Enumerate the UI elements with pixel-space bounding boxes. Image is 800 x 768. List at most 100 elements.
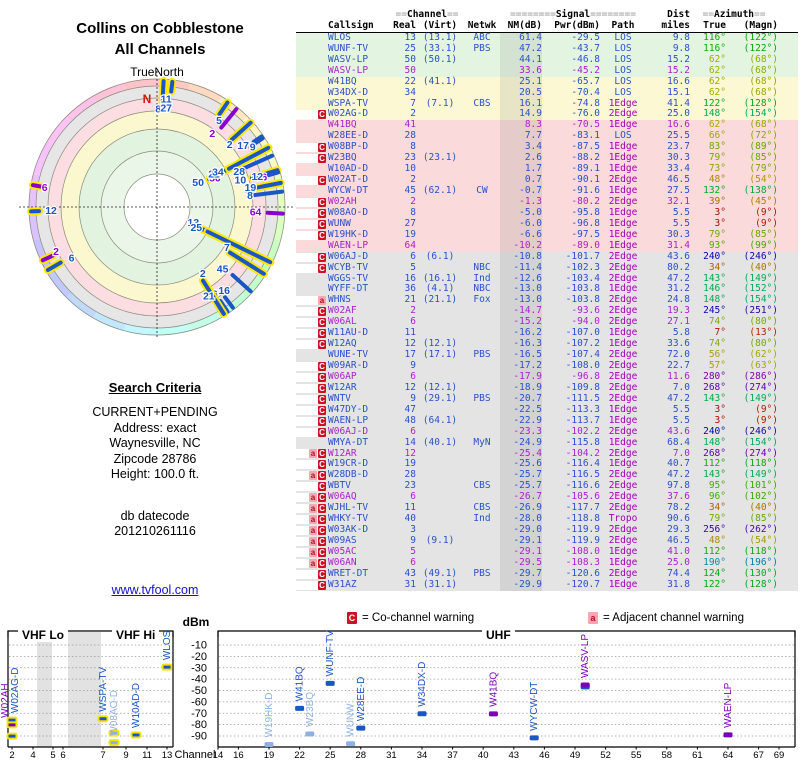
cell-noise-margin: -28.0 [500, 513, 542, 526]
cell-virtual-channel: (13.1) [422, 31, 458, 43]
signal-bar-label: W02AH [0, 683, 11, 717]
cell-path: 2Edge [608, 108, 638, 120]
cell-callsign: W06AP [328, 370, 357, 382]
cell-path: 2Edge [608, 491, 638, 503]
cell-callsign: W23BQ [328, 152, 357, 164]
cell-power: -102.3 [565, 261, 600, 273]
warning-markers: C [296, 263, 326, 273]
table-row: WUNF-TV 25 (33.1) PBS 47.2 -43.7 LOS 9.8 116° (12… [296, 42, 798, 55]
station-marker-label: 6 [42, 182, 48, 194]
vhf-lo-label: VHF Lo [18, 628, 68, 642]
cell-callsign: W09AR-D [328, 360, 369, 371]
station-marker [230, 273, 253, 294]
table-row: C WUNW 27 -6.0 -96.8 1Edge 5.5 3° (9°) [296, 217, 798, 230]
cell-azimuth-magnetic: (101°) [743, 480, 778, 492]
cell-callsign: WASV-LP [328, 64, 369, 76]
station-marker-label: 19 [245, 182, 257, 194]
cell-path: 1Edge [608, 217, 638, 229]
cell-azimuth-magnetic: (13°) [749, 327, 778, 339]
cell-real-channel: 9 [410, 392, 416, 404]
cell-azimuth-magnetic: (128°) [743, 97, 778, 109]
cell-noise-margin: 20.5 [500, 87, 542, 99]
table-row: C W09AR-D 9 -17.2 -108.0 2Edge 22.7 57° (63°) [296, 360, 798, 372]
cell-noise-margin: -16.2 [500, 327, 542, 340]
cell-noise-margin: -25.7 [500, 469, 542, 482]
cell-noise-margin: -20.7 [500, 393, 542, 405]
channel-tick-label: 25 [325, 750, 336, 761]
cell-distance: 11.6 [667, 370, 690, 382]
cell-virtual-channel: (6.1) [425, 250, 455, 262]
table-row: a WHNS 21 (21.1) Fox -13.0 -103.8 2Edge 24.8 148°… [296, 294, 798, 307]
cell-callsign: WJHL-TV [328, 502, 369, 514]
cell-distance: 43.6 [667, 250, 690, 262]
signal-bar [580, 682, 590, 688]
cell-network: CW [476, 185, 488, 196]
band-gap [68, 632, 101, 747]
station-marker-label: 13 [188, 217, 200, 229]
cell-virtual-channel: (31.1) [422, 578, 458, 590]
cell-path: LOS [614, 42, 632, 54]
table-row: C WAEN-LP 48 (64.1) -22.9 -113.7 1Edge 5.5 3° (9°… [296, 414, 798, 427]
cell-real-channel: 45 [404, 185, 416, 196]
header-signal-group: ========Signal======== [510, 9, 636, 20]
tvfool-link[interactable]: www.tvfool.com [111, 583, 199, 597]
warning-markers: C [296, 460, 326, 470]
cell-azimuth-magnetic: (102°) [743, 491, 778, 503]
cell-noise-margin: 1.7 [500, 163, 542, 176]
cell-power: -80.2 [571, 195, 600, 207]
cell-real-channel: 19 [404, 228, 416, 240]
cell-distance: 47.2 [667, 392, 690, 404]
cell-network: PBS [473, 349, 491, 361]
cell-power: -103.8 [565, 283, 600, 295]
search-criteria: Search Criteria CURRENT+PENDING Address: … [10, 380, 300, 540]
co-channel-warning-icon: C [318, 208, 326, 218]
signal-bar [488, 711, 498, 717]
cell-power: -107.0 [565, 327, 600, 339]
cell-azimuth-magnetic: (149°) [743, 392, 778, 404]
cell-azimuth-magnetic: (63°) [749, 360, 778, 371]
signal-bar [97, 715, 109, 723]
cell-network: PBS [473, 42, 491, 54]
cell-azimuth-true: 3° [714, 206, 726, 218]
warning-markers: C [296, 176, 326, 186]
cell-azimuth-true: 7° [714, 327, 726, 339]
col-header-pwr: Pwr(dBm) [554, 19, 600, 31]
cell-distance: 46.5 [667, 174, 690, 186]
dbm-tick-label: -90 [191, 731, 207, 743]
svg-text:N: N [143, 92, 152, 106]
co-channel-warning-icon: C [318, 219, 326, 229]
table-row: a C W06AQ 6 -26.7 -105.6 2Edge 37.6 96° (102°) [296, 491, 798, 504]
cell-power: -113.7 [565, 414, 600, 426]
adjacent-channel-legend-text: = Adjacent channel warning [603, 612, 744, 624]
search-criteria-heading: Search Criteria [108, 380, 202, 395]
table-row: a C W09AS 9 (9.1) -29.1 -119.9 2Edge 46.5 48° (54°… [296, 535, 798, 547]
cell-network: PBS [473, 567, 491, 579]
co-channel-warning-icon: C [318, 482, 326, 492]
cell-power: -120.6 [565, 567, 600, 579]
cell-distance: 33.4 [667, 163, 690, 175]
cell-azimuth-magnetic: (274°) [743, 381, 778, 393]
cell-power: -102.2 [565, 425, 600, 437]
cell-azimuth-magnetic: (62°) [749, 349, 778, 361]
cell-path: 2Edge [608, 447, 638, 459]
station-marker [218, 298, 230, 314]
cell-real-channel: 17 [404, 349, 416, 361]
cell-noise-margin: 2.6 [500, 152, 542, 165]
channel-tick-label: 2 [9, 750, 14, 761]
cell-path: Tropo [608, 513, 638, 525]
station-marker-label: 16 [218, 285, 230, 297]
cell-power: -109.8 [565, 381, 600, 393]
co-channel-warning-icon: C [318, 405, 326, 415]
station-marker [265, 210, 285, 216]
cell-azimuth-true: 73° [708, 163, 726, 175]
cell-distance: 47.2 [667, 469, 690, 481]
table-row: WASV-LP 50 33.6 -45.2 LOS 15.2 62° (68°) [296, 64, 798, 77]
db-datecode-label: db datecode [120, 508, 190, 523]
cell-real-channel: 6 [410, 250, 416, 262]
cell-callsign: W02AH [328, 195, 357, 207]
cell-path: 1Edge [608, 228, 638, 240]
polar-rim-segment [273, 206, 286, 241]
